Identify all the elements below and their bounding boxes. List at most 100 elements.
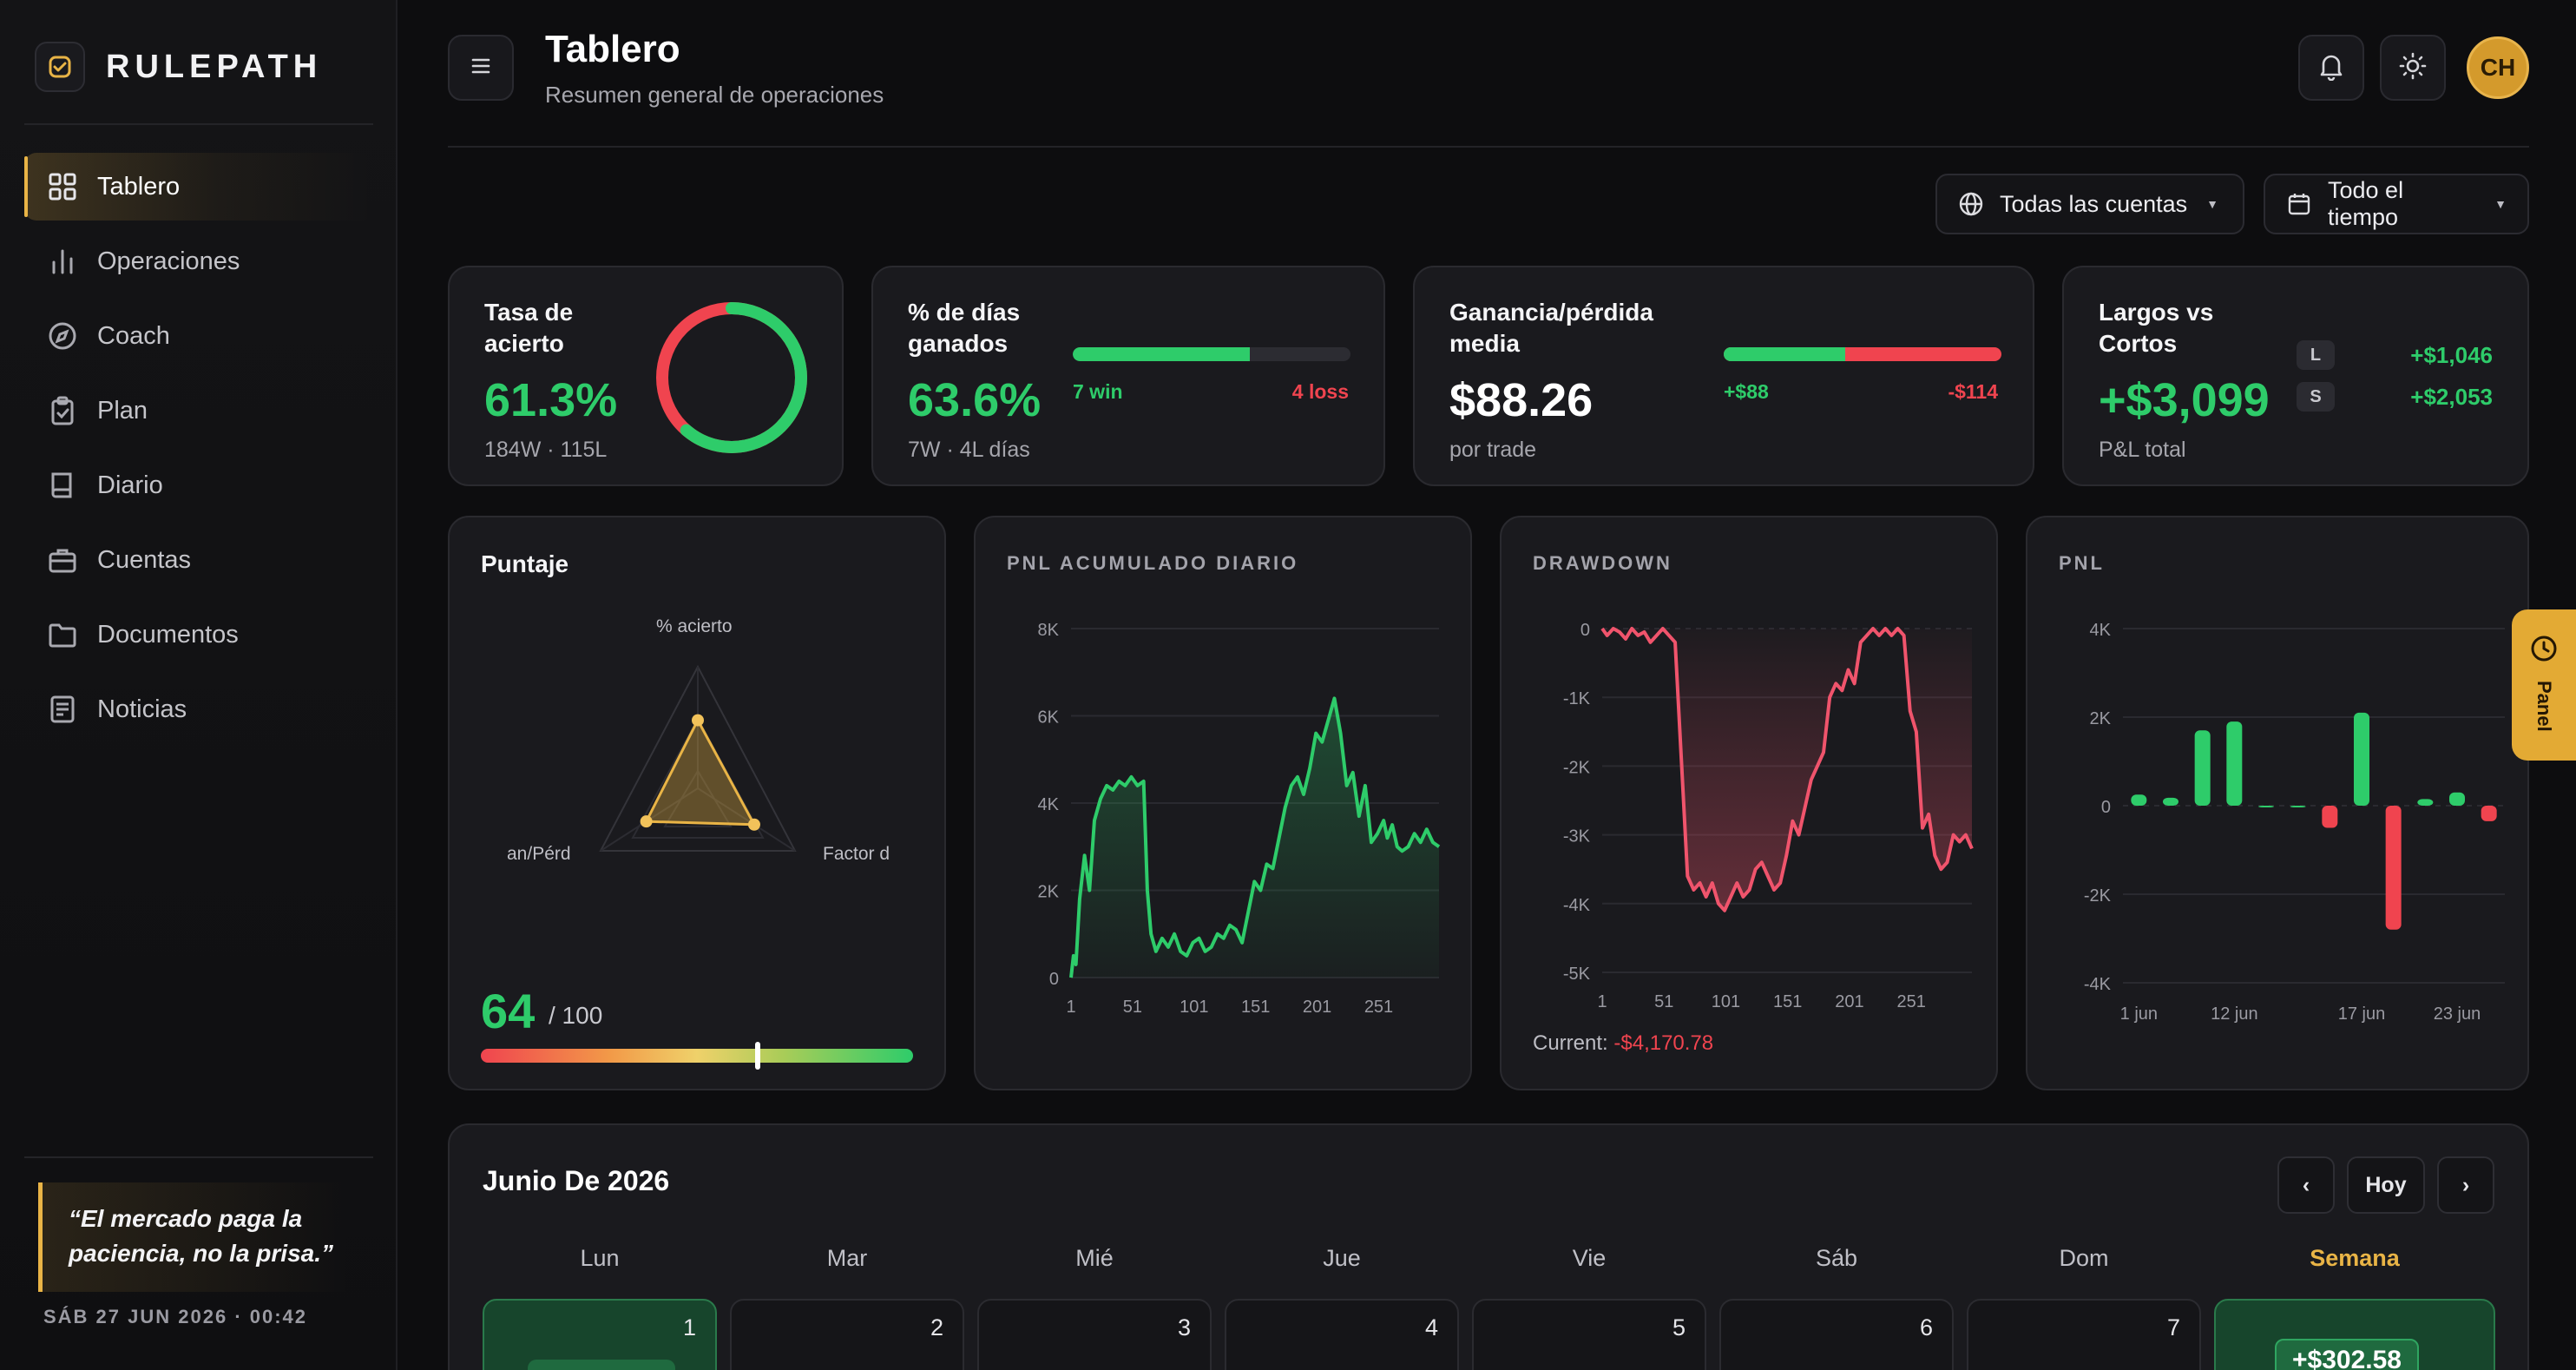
pnl-bar[interactable] [2131, 794, 2147, 806]
win-rate-card: Tasa de acierto 61.3% 184W · 115L [448, 266, 844, 486]
radar-point [692, 714, 704, 727]
pnl-bar[interactable] [2354, 712, 2369, 806]
pnl-title: PNL [2059, 552, 2105, 574]
drawdown-current-label: Current: [1533, 1031, 1608, 1055]
pnl-bar[interactable] [2194, 730, 2211, 806]
radar-axis-top: % acierto [656, 616, 733, 636]
short-badge: S [2297, 382, 2335, 412]
week-summary[interactable]: +$302.58 [2214, 1299, 2495, 1370]
y-tick-label: 4K [1038, 795, 1060, 814]
win-days-bar-fill [1073, 347, 1250, 361]
drawdown-current: Current: -$4,170.78 [1533, 1031, 1713, 1056]
newspaper-icon [45, 692, 80, 727]
today-button[interactable]: Hoy [2347, 1156, 2425, 1214]
compass-icon [45, 319, 80, 353]
x-tick-label: 101 [1712, 992, 1740, 1011]
series-area [1602, 629, 1972, 911]
folder-icon [45, 617, 80, 652]
next-month-button[interactable]: › [2437, 1156, 2494, 1214]
y-tick-label: 0 [2101, 798, 2111, 817]
long-short-value: +$3,099 [2099, 374, 2270, 426]
day-number: 4 [1424, 1314, 1438, 1340]
pnl-bar[interactable] [2322, 806, 2338, 828]
x-tick-label: 23 jun [2434, 1004, 2481, 1024]
y-tick-label: 0 [1580, 621, 1590, 640]
brand[interactable]: RULEPATH [35, 42, 322, 92]
sidebar-item-operaciones[interactable]: Operaciones [24, 227, 373, 295]
x-tick-label: 17 jun [2338, 1004, 2386, 1024]
y-tick-label: 0 [1049, 970, 1059, 989]
calendar-day[interactable]: 3 [977, 1299, 1212, 1370]
sidebar-item-documentos[interactable]: Documentos [24, 601, 373, 669]
calendar-day[interactable]: 1 [483, 1299, 717, 1370]
long-badge: L [2297, 340, 2335, 370]
pnl-bar[interactable] [2417, 799, 2434, 806]
sidebar-item-noticias[interactable]: Noticias [24, 675, 373, 743]
x-tick-label: 251 [1896, 992, 1925, 1011]
globe-icon [1958, 191, 1984, 217]
day-header: Vie [1572, 1245, 1607, 1271]
y-tick-label: -2K [1563, 758, 1591, 777]
sidebar-item-label: Cuentas [97, 545, 192, 574]
sidebar-nav: Tablero Operaciones Coach Plan Diario [24, 153, 373, 750]
sidebar-item-label: Noticias [97, 695, 187, 723]
pnl-bar[interactable] [2163, 797, 2178, 806]
y-tick-label: 4K [2090, 621, 2112, 640]
calendar-day[interactable]: 5 [1472, 1299, 1706, 1370]
clipboard-icon [45, 393, 80, 428]
x-tick-label: 12 jun [2211, 1004, 2258, 1024]
page-title: Tablero [545, 28, 680, 70]
grid-icon [45, 169, 80, 204]
avg-pnl-bar-fill [1724, 347, 1845, 361]
sidebar-item-label: Coach [97, 321, 170, 350]
drawdown-card: DRAWDOWN 0 -1K -2K -3K -4K -5K 1 51 101 151 201 251… [1500, 516, 1998, 1090]
accounts-filter[interactable]: Todas las cuentas ▼ [1935, 174, 2244, 234]
pnl-bar[interactable] [2481, 806, 2497, 821]
pnl-bar[interactable] [2290, 806, 2306, 807]
pnl-chart: 4K 2K 0 -2K -4K 1 jun 12 jun 17 jun 23 jun [2084, 621, 2505, 1024]
pnl-bar[interactable] [2449, 792, 2465, 806]
calendar-day[interactable]: 4 [1225, 1299, 1459, 1370]
brand-name: RULEPATH [106, 48, 323, 85]
theme-toggle-button[interactable] [2380, 35, 2446, 101]
notifications-button[interactable] [2298, 35, 2364, 101]
day-number: 7 [2166, 1314, 2180, 1340]
prev-month-button[interactable]: ‹ [2277, 1156, 2335, 1214]
daily-quote: “El mercado paga la paciencia, no la pri… [38, 1182, 351, 1292]
sidebar-item-tablero[interactable]: Tablero [24, 153, 373, 221]
avg-pnl-value: $88.26 [1449, 374, 1594, 426]
win-days-win: 7 win [1073, 380, 1123, 403]
radar-shape [644, 717, 757, 827]
sidebar-item-plan[interactable]: Plan [24, 377, 373, 445]
win-days-sub: 7W · 4L días [908, 438, 1030, 462]
day-header: Mié [1075, 1245, 1114, 1271]
period-filter[interactable]: Todo el tiempo ▼ [2264, 174, 2529, 234]
pnl-bar[interactable] [2226, 721, 2243, 806]
calendar-day[interactable]: 2 [730, 1299, 964, 1370]
sidebar: RULEPATH Tablero Operaciones Coach Plan [0, 0, 398, 1370]
y-tick-label: -4K [2084, 975, 2112, 994]
x-tick-label: 51 [1123, 998, 1142, 1017]
menu-button[interactable] [448, 35, 514, 101]
avg-pnl-sub: por trade [1449, 438, 1537, 462]
pnl-bar[interactable] [2385, 806, 2402, 930]
logo-check-icon [35, 42, 85, 92]
panel-tab[interactable]: Panel [2512, 609, 2576, 761]
long-short-label: Largos vs Cortos [2099, 299, 2214, 357]
hamburger-icon [468, 53, 494, 83]
sidebar-item-diario[interactable]: Diario [24, 451, 373, 519]
avatar[interactable]: CH [2467, 36, 2529, 99]
sidebar-item-coach[interactable]: Coach [24, 302, 373, 370]
sidebar-item-label: Plan [97, 396, 148, 425]
day-header: Mar [826, 1245, 868, 1271]
x-tick-label: 151 [1773, 992, 1802, 1011]
day-header: Dom [2059, 1245, 2109, 1271]
win-days-bar [1073, 347, 1350, 361]
pnl-bar[interactable] [2258, 806, 2274, 807]
calendar-day[interactable]: 7 [1967, 1299, 2201, 1370]
sidebar-divider [24, 1156, 373, 1158]
y-tick-label: -3K [1563, 827, 1591, 846]
calendar-day[interactable]: 6 [1719, 1299, 1954, 1370]
sidebar-item-cuentas[interactable]: Cuentas [24, 526, 373, 594]
x-tick-label: 1 [1066, 998, 1075, 1017]
